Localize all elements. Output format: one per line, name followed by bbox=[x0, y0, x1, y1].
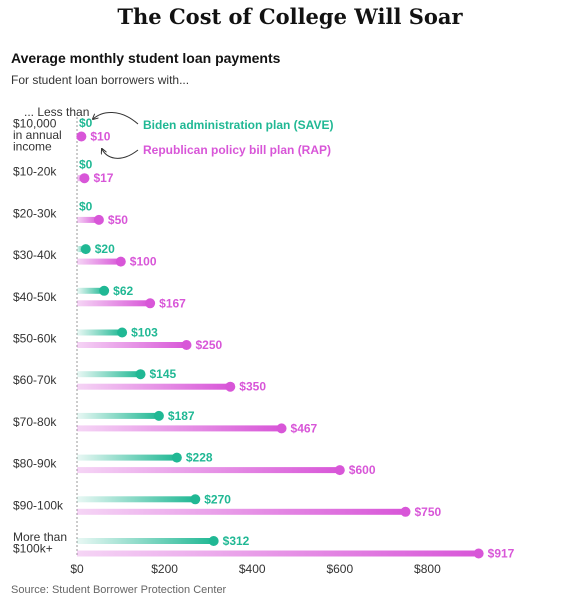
category-label: $50-60k bbox=[13, 332, 57, 346]
x-tick-label: $400 bbox=[239, 562, 266, 576]
rap-value-label: $750 bbox=[415, 505, 442, 519]
rap-value-label: $17 bbox=[93, 171, 113, 185]
rap-value-label: $467 bbox=[291, 421, 318, 435]
rap-dot bbox=[400, 506, 411, 517]
save-dot bbox=[99, 285, 110, 296]
save-value-label: $145 bbox=[150, 367, 177, 381]
rap-value-label: $600 bbox=[349, 463, 376, 477]
rap-dot bbox=[79, 173, 90, 184]
save-value-label: $0 bbox=[79, 199, 93, 213]
category-label: $20-30k bbox=[13, 206, 57, 220]
rap-value-label: $50 bbox=[108, 213, 128, 227]
rap-bar bbox=[77, 216, 99, 223]
category-label: $10-20k bbox=[13, 165, 57, 179]
category-label: ... Less than $10,000 in annual income bbox=[13, 105, 89, 154]
save-value-label: $103 bbox=[131, 326, 158, 340]
rap-dot bbox=[473, 548, 484, 559]
rap-dot bbox=[225, 381, 236, 392]
rap-dot bbox=[276, 423, 287, 434]
category-label: $40-50k bbox=[13, 290, 57, 304]
rap-value-label: $167 bbox=[159, 296, 186, 310]
save-dot bbox=[171, 452, 182, 463]
category-label: $60-70k bbox=[13, 373, 57, 387]
category-label: More than $100k+ bbox=[13, 530, 67, 556]
rap-dot bbox=[93, 214, 104, 225]
save-dot bbox=[208, 536, 219, 546]
save-value-label: $62 bbox=[113, 284, 133, 298]
save-bar bbox=[77, 287, 105, 294]
save-bar bbox=[77, 496, 196, 503]
category-label: $30-40k bbox=[13, 248, 57, 262]
save-value-label: $0 bbox=[79, 158, 93, 172]
rap-dot bbox=[145, 298, 156, 309]
rap-dot bbox=[181, 340, 192, 350]
rap-value-label: $10 bbox=[90, 130, 110, 144]
x-tick-label: $800 bbox=[414, 562, 441, 576]
rap-bar bbox=[77, 467, 340, 474]
x-tick-label: $200 bbox=[151, 562, 178, 576]
save-dot bbox=[190, 494, 201, 505]
rap-bar bbox=[77, 508, 406, 515]
rap-bar bbox=[77, 258, 121, 265]
rap-value-label: $250 bbox=[196, 338, 223, 352]
rap-bar bbox=[77, 425, 282, 432]
save-dot bbox=[117, 327, 128, 338]
legend-rap-arrow bbox=[102, 149, 139, 159]
x-tick-label: $0 bbox=[70, 562, 84, 576]
category-label: $90-100k bbox=[13, 498, 64, 512]
save-dot bbox=[135, 369, 146, 380]
save-bar bbox=[77, 329, 123, 336]
save-bar bbox=[77, 371, 141, 378]
category-label: $70-80k bbox=[13, 415, 57, 429]
chart-lead-text: For student loan borrowers with... bbox=[11, 73, 190, 87]
chart-subtitle: Average monthly student loan payments bbox=[11, 50, 281, 66]
rap-value-label: $100 bbox=[130, 255, 157, 269]
save-value-label: $312 bbox=[223, 534, 250, 548]
save-bar bbox=[77, 412, 159, 419]
save-dot bbox=[153, 410, 164, 421]
rap-bar bbox=[77, 550, 479, 557]
save-value-label: $270 bbox=[204, 492, 231, 506]
rap-dot bbox=[115, 256, 126, 267]
rap-value-label: $350 bbox=[239, 380, 266, 394]
save-value-label: $20 bbox=[95, 242, 115, 256]
rap-dot bbox=[76, 131, 87, 142]
save-bar bbox=[77, 538, 214, 544]
rap-value-label: $917 bbox=[488, 547, 515, 561]
category-label: $80-90k bbox=[13, 457, 57, 471]
save-bar bbox=[77, 454, 177, 461]
save-dot bbox=[80, 244, 91, 255]
rap-bar bbox=[77, 300, 151, 307]
rap-bar bbox=[77, 342, 187, 348]
chart-title: The Cost of College Will Soar bbox=[117, 4, 463, 29]
legend-rap: Republican policy bill plan (RAP) bbox=[143, 143, 331, 157]
source-note: Source: Student Borrower Protection Cent… bbox=[11, 584, 227, 596]
legend-save: Biden administration plan (SAVE) bbox=[143, 118, 333, 132]
save-value-label: $0 bbox=[79, 116, 93, 130]
legend-save-arrow bbox=[93, 112, 139, 125]
save-value-label: $187 bbox=[168, 409, 195, 423]
rap-dot bbox=[334, 465, 345, 476]
save-value-label: $228 bbox=[186, 451, 213, 465]
x-tick-label: $600 bbox=[326, 562, 353, 576]
rap-bar bbox=[77, 383, 231, 390]
